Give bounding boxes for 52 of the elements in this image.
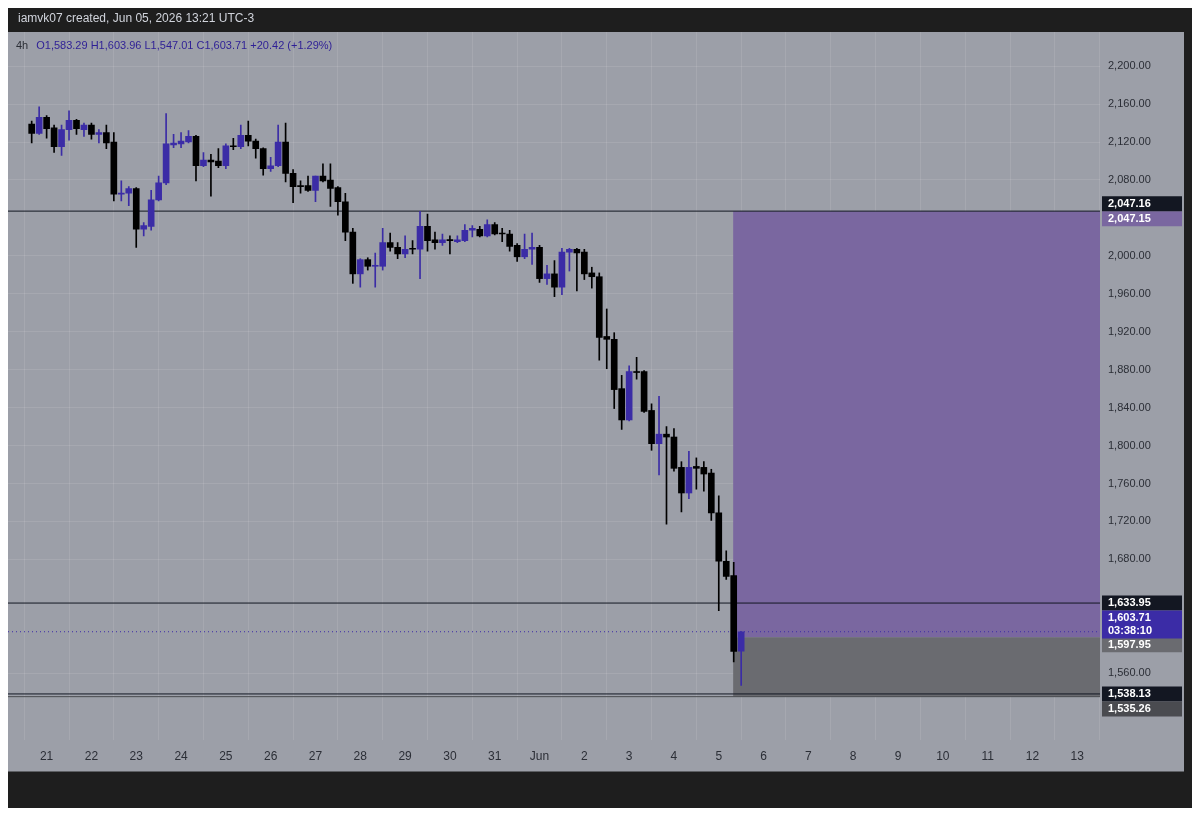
ref-line-label: 1,535.26 [1108, 701, 1151, 714]
y-tick-label: 1,560.00 [1108, 666, 1151, 679]
x-tick-label: 22 [84, 749, 99, 764]
x-tick-label: 9 [894, 749, 902, 764]
x-tick-label: 28 [353, 749, 368, 764]
y-tick-label: 2,160.00 [1108, 97, 1151, 110]
candlestick [95, 129, 103, 144]
band-label: 1,597.95 [1108, 637, 1151, 650]
x-tick-label: 5 [715, 749, 723, 764]
text: 4h [16, 39, 29, 52]
x-tick-label: 12 [1025, 749, 1040, 764]
x-tick-label: 29 [398, 749, 413, 764]
y-tick-label: 1,800.00 [1108, 438, 1151, 451]
y-tick-label: 1,960.00 [1108, 286, 1151, 299]
x-tick-label: 8 [849, 749, 857, 764]
y-tick-label: 2,120.00 [1108, 135, 1151, 148]
y-tick-label: 1,920.00 [1108, 324, 1151, 337]
ref-line-label: 1,603.71 03:38:10 [1108, 611, 1153, 637]
y-tick-label: 2,200.00 [1108, 59, 1151, 72]
x-tick-label: 7 [805, 749, 813, 764]
x-tick-label: 2 [581, 749, 588, 764]
x-tick-label: 6 [760, 749, 768, 764]
band-label: 2,047.15 [1108, 211, 1151, 224]
ref-line-label: 1,538.13 [1108, 686, 1151, 699]
x-tick-label: 4 [670, 749, 678, 764]
x-tick-label: 13 [1070, 749, 1085, 764]
x-tick-label: 25 [219, 749, 233, 764]
candlestick [230, 137, 237, 150]
candlestick [446, 235, 454, 255]
ref-line-label: 1,633.95 [1108, 596, 1151, 609]
x-tick-label: 3 [625, 749, 633, 764]
x-tick-label: 30 [443, 749, 457, 764]
x-tick-label: 21 [39, 749, 54, 764]
text: O1,583.29 H1,603.96 L1,547.01 C1,603.71 +20.42 (+1.29%) [36, 39, 333, 52]
x-tick-label: 24 [174, 749, 189, 764]
ref-line-label: 2,047.16 [1108, 196, 1151, 209]
candlestick [244, 120, 252, 147]
x-tick-label: Jun [529, 749, 550, 764]
x-tick-label: 31 [488, 749, 502, 764]
y-tick-label: 1,840.00 [1108, 400, 1151, 413]
text: iamvk07 created, Jun 05, 2026 13:21 UTC-3 [18, 11, 255, 26]
x-tick-label: 27 [308, 749, 323, 764]
y-tick-label: 1,680.00 [1108, 552, 1151, 565]
x-tick-label: 26 [263, 749, 278, 764]
y-tick-label: 1,720.00 [1108, 514, 1151, 527]
x-tick-label: 23 [129, 749, 144, 764]
x-tick-label: 11 [981, 749, 995, 764]
y-tick-label: 2,080.00 [1108, 173, 1151, 185]
y-tick-label: 2,000.00 [1108, 248, 1151, 261]
x-tick-label: 10 [936, 749, 950, 764]
y-tick-label: 1,880.00 [1108, 362, 1151, 375]
y-tick-label: 1,760.00 [1108, 476, 1151, 489]
